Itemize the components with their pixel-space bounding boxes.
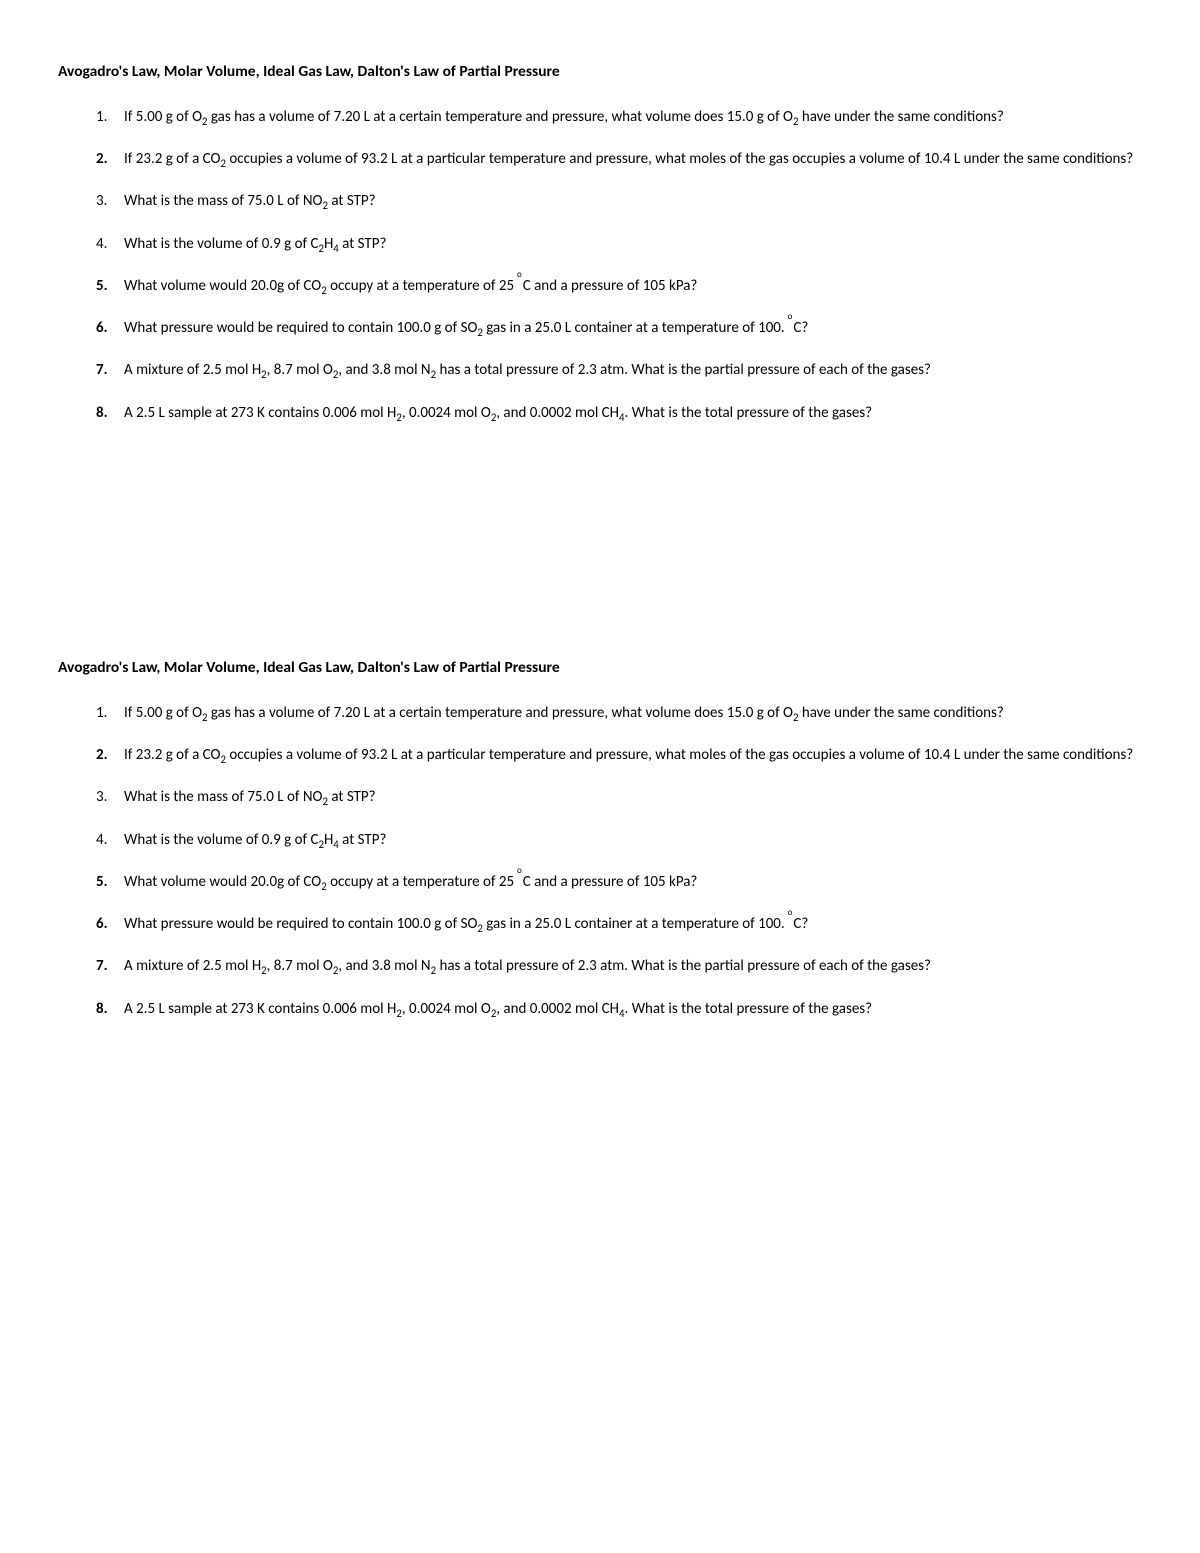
question-item: 1.If 5.00 g of O2 gas has a volume of 7.…: [96, 703, 1142, 723]
question-item: 1.If 5.00 g of O2 gas has a volume of 7.…: [96, 107, 1142, 127]
question-text: A 2.5 L sample at 273 K contains 0.006 m…: [124, 403, 1142, 423]
question-text: What is the mass of 75.0 L of NO2 at STP…: [124, 787, 1142, 807]
question-item: 8.A 2.5 L sample at 273 K contains 0.006…: [96, 403, 1142, 423]
question-text: If 23.2 g of a CO2 occupies a volume of …: [124, 745, 1142, 765]
question-text: What is the mass of 75.0 L of NO2 at STP…: [124, 191, 1142, 211]
question-number: 2.: [96, 149, 124, 169]
question-number: 6.: [96, 914, 124, 934]
worksheet-section: Avogadro's Law, Molar Volume, Ideal Gas …: [58, 62, 1142, 423]
question-text: What volume would 20.0g of CO2 occupy at…: [124, 872, 1142, 892]
question-text: If 5.00 g of O2 gas has a volume of 7.20…: [124, 107, 1142, 127]
section-title: Avogadro's Law, Molar Volume, Ideal Gas …: [58, 62, 1142, 83]
question-text: If 5.00 g of O2 gas has a volume of 7.20…: [124, 703, 1142, 723]
question-number: 4.: [96, 830, 124, 850]
question-text: What pressure would be required to conta…: [124, 914, 1142, 934]
question-item: 3.What is the mass of 75.0 L of NO2 at S…: [96, 787, 1142, 807]
question-item: 6.What pressure would be required to con…: [96, 914, 1142, 934]
question-number: 8.: [96, 403, 124, 423]
question-item: 7.A mixture of 2.5 mol H2, 8.7 mol O2, a…: [96, 956, 1142, 976]
question-list: 1.If 5.00 g of O2 gas has a volume of 7.…: [58, 107, 1142, 423]
question-text: What pressure would be required to conta…: [124, 318, 1142, 338]
question-text: A mixture of 2.5 mol H2, 8.7 mol O2, and…: [124, 956, 1142, 976]
question-item: 6.What pressure would be required to con…: [96, 318, 1142, 338]
question-number: 3.: [96, 191, 124, 211]
question-number: 1.: [96, 107, 124, 127]
worksheet-section: Avogadro's Law, Molar Volume, Ideal Gas …: [58, 658, 1142, 1019]
question-item: 3.What is the mass of 75.0 L of NO2 at S…: [96, 191, 1142, 211]
question-text: What volume would 20.0g of CO2 occupy at…: [124, 276, 1142, 296]
question-item: 8.A 2.5 L sample at 273 K contains 0.006…: [96, 999, 1142, 1019]
question-item: 5.What volume would 20.0g of CO2 occupy …: [96, 276, 1142, 296]
question-text: What is the volume of 0.9 g of C2H4 at S…: [124, 830, 1142, 850]
question-text: What is the volume of 0.9 g of C2H4 at S…: [124, 234, 1142, 254]
question-item: 2.If 23.2 g of a CO2 occupies a volume o…: [96, 745, 1142, 765]
question-number: 7.: [96, 360, 124, 380]
question-number: 1.: [96, 703, 124, 723]
section-title: Avogadro's Law, Molar Volume, Ideal Gas …: [58, 658, 1142, 679]
question-item: 7.A mixture of 2.5 mol H2, 8.7 mol O2, a…: [96, 360, 1142, 380]
question-item: 5.What volume would 20.0g of CO2 occupy …: [96, 872, 1142, 892]
question-item: 4.What is the volume of 0.9 g of C2H4 at…: [96, 830, 1142, 850]
question-text: A mixture of 2.5 mol H2, 8.7 mol O2, and…: [124, 360, 1142, 380]
question-number: 5.: [96, 276, 124, 296]
question-item: 2.If 23.2 g of a CO2 occupies a volume o…: [96, 149, 1142, 169]
question-number: 4.: [96, 234, 124, 254]
question-text: A 2.5 L sample at 273 K contains 0.006 m…: [124, 999, 1142, 1019]
question-number: 2.: [96, 745, 124, 765]
question-number: 8.: [96, 999, 124, 1019]
document-root: Avogadro's Law, Molar Volume, Ideal Gas …: [58, 62, 1142, 1019]
question-item: 4.What is the volume of 0.9 g of C2H4 at…: [96, 234, 1142, 254]
question-number: 3.: [96, 787, 124, 807]
question-text: If 23.2 g of a CO2 occupies a volume of …: [124, 149, 1142, 169]
question-list: 1.If 5.00 g of O2 gas has a volume of 7.…: [58, 703, 1142, 1019]
question-number: 5.: [96, 872, 124, 892]
question-number: 7.: [96, 956, 124, 976]
question-number: 6.: [96, 318, 124, 338]
